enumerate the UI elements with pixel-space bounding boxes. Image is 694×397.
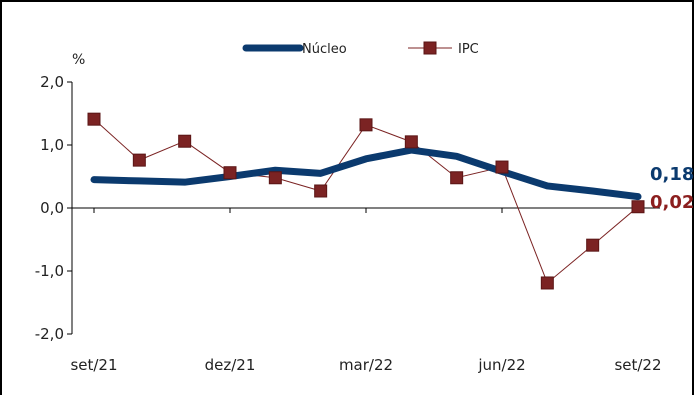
data-point-ipc	[586, 238, 600, 252]
data-point-ipc	[359, 118, 373, 132]
series-layer	[87, 112, 645, 290]
end-label-ipc: 0,02	[650, 192, 694, 213]
end-label-nucleo: 0,18	[650, 164, 694, 185]
legend-label-nucleo: Núcleo	[302, 42, 347, 57]
data-point-ipc	[314, 184, 328, 198]
data-point-ipc	[87, 112, 101, 126]
legend-label-ipc: IPC	[458, 42, 479, 57]
x-axis-ticks: set/21 dez/21 mar/22 jun/22 set/22	[70, 208, 662, 374]
y-tick-label: -2,0	[35, 325, 64, 343]
legend: Núcleo IPC	[242, 41, 479, 57]
y-tick-label: -1,0	[35, 262, 64, 280]
y-tick-label: 0,0	[40, 199, 64, 217]
series-line-ipc	[93, 118, 639, 284]
data-point-ipc	[495, 160, 509, 174]
y-axis-ticks: 2,0 1,0 0,0 -1,0 -2,0	[35, 73, 72, 343]
x-tick-label: jun/22	[477, 356, 525, 374]
data-point-ipc	[404, 135, 418, 149]
y-tick-label: 1,0	[40, 136, 64, 154]
data-point-ipc	[223, 166, 237, 180]
series-line-nucleo	[90, 146, 642, 201]
legend-swatch-ipc	[423, 41, 437, 55]
data-point-ipc	[540, 276, 554, 290]
y-unit-label: %	[72, 52, 85, 68]
x-tick-label: mar/22	[339, 356, 393, 374]
y-tick-label: 2,0	[40, 73, 64, 91]
x-tick-label: set/22	[614, 356, 661, 374]
data-point-ipc	[268, 171, 282, 185]
data-point-ipc	[178, 134, 192, 148]
data-point-ipc	[450, 171, 464, 185]
data-point-ipc	[132, 153, 146, 167]
x-tick-label: set/21	[70, 356, 117, 374]
x-tick-label: dez/21	[205, 356, 256, 374]
data-point-ipc	[631, 200, 645, 214]
